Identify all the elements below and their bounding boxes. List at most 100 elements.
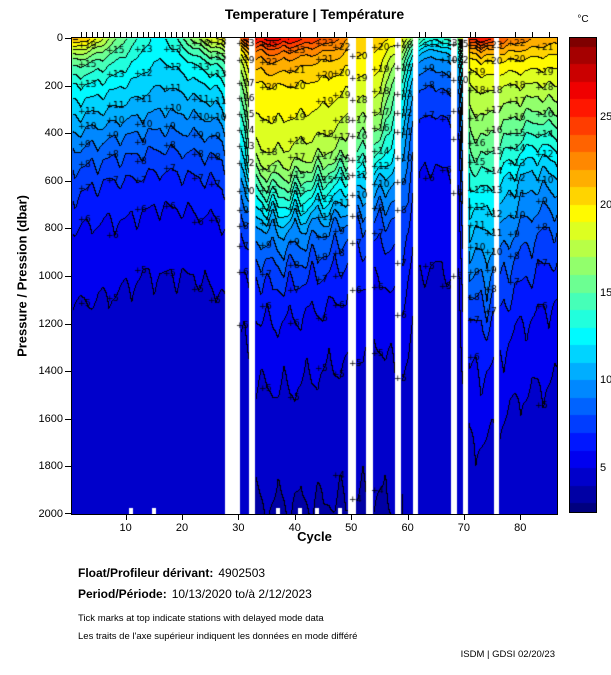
float-id-line: Float/Profileur dérivant: 4902503 — [78, 566, 265, 580]
float-id-value: 4902503 — [218, 566, 266, 580]
y-tick-label: 1000 — [38, 270, 63, 282]
y-axis-tick — [65, 466, 71, 468]
y-axis-tick — [65, 133, 71, 135]
delayed-mode-note-en: Tick marks at top indicate stations with… — [78, 613, 324, 624]
delayed-mode-tick — [131, 32, 133, 37]
delayed-mode-tick — [182, 32, 183, 37]
y-axis-tick — [65, 276, 71, 277]
y-tick-label: 1800 — [38, 460, 63, 473]
delayed-mode-tick — [103, 32, 104, 37]
delayed-mode-tick — [317, 32, 319, 37]
delayed-mode-tick — [193, 32, 195, 37]
y-axis-tick — [65, 38, 71, 39]
y-tick-label: 0 — [56, 32, 63, 44]
delayed-mode-tick — [548, 32, 550, 37]
delayed-mode-tick — [86, 32, 88, 37]
period-value: 10/13/2020 to/à 2/12/2023 — [171, 587, 312, 601]
delayed-mode-tick — [114, 32, 116, 37]
plot-area — [71, 37, 558, 515]
delayed-mode-tick — [198, 32, 200, 37]
colorbar-tick-label: 20 — [600, 198, 611, 211]
x-axis-tick — [238, 515, 240, 520]
period-line: Period/Période: 10/13/2020 to/à 2/12/2023 — [78, 587, 312, 601]
y-axis-label: Pressure / Pression (dbar) — [14, 195, 30, 357]
chart-title: Temperature | Température — [224, 6, 405, 22]
x-axis-tick — [294, 515, 296, 520]
delayed-mode-tick — [125, 32, 127, 37]
y-tick-label: 400 — [44, 127, 63, 140]
delayed-mode-tick — [260, 32, 262, 37]
period-label: Period/Période: — [78, 587, 167, 601]
delayed-mode-tick — [215, 32, 217, 37]
delayed-mode-tick — [108, 32, 110, 37]
delayed-mode-tick — [221, 32, 223, 37]
y-axis-tick — [65, 180, 71, 182]
delayed-mode-tick — [148, 32, 150, 37]
credit-text: ISDM | GDSI 02/20/23 — [460, 649, 555, 660]
y-tick-label: 1600 — [38, 412, 63, 425]
x-axis-tick — [520, 515, 522, 520]
x-axis-tick — [182, 515, 183, 520]
y-tick-label: 800 — [44, 222, 63, 235]
delayed-mode-tick — [91, 32, 93, 37]
delayed-mode-tick — [244, 32, 245, 37]
delayed-mode-tick — [165, 32, 167, 37]
delayed-mode-tick — [204, 32, 206, 37]
x-tick-label: 40 — [288, 522, 301, 534]
y-axis-tick — [65, 371, 71, 373]
y-axis-tick — [65, 418, 71, 420]
delayed-mode-tick — [176, 32, 178, 37]
delayed-mode-tick — [159, 32, 161, 37]
x-tick-label: 60 — [401, 522, 414, 534]
x-tick-label: 70 — [457, 522, 471, 534]
y-tick-label: 1200 — [38, 317, 63, 330]
float-id-label: Float/Profileur dérivant: — [78, 566, 214, 580]
delayed-mode-tick — [97, 32, 99, 37]
delayed-mode-tick — [210, 32, 212, 37]
y-tick-label: 600 — [44, 174, 63, 187]
delayed-mode-tick — [475, 32, 477, 37]
colorbar-tick-label: 5 — [600, 462, 607, 475]
colorbar-canvas — [570, 38, 596, 512]
delayed-mode-tick — [266, 32, 268, 37]
delayed-mode-tick — [424, 32, 426, 37]
x-tick-label: 20 — [175, 522, 189, 534]
delayed-mode-tick — [255, 32, 257, 37]
delayed-mode-tick — [119, 32, 121, 37]
delayed-mode-tick — [153, 32, 155, 37]
contour-plot-canvas — [72, 38, 557, 514]
delayed-mode-tick — [334, 32, 336, 37]
delayed-mode-tick — [441, 32, 443, 37]
x-tick-label: 30 — [232, 522, 245, 534]
x-tick-label: 10 — [119, 522, 132, 534]
colorbar-tick-label: 10 — [600, 374, 611, 387]
y-axis-tick — [65, 323, 71, 325]
x-axis-tick — [407, 515, 409, 520]
colorbar-unit-label: °C — [577, 14, 589, 25]
y-tick-label: 1400 — [38, 365, 63, 378]
y-axis-tick — [65, 85, 71, 87]
x-axis-label: Cycle — [297, 529, 332, 544]
x-tick-label: 80 — [514, 522, 527, 534]
delayed-mode-tick — [136, 32, 138, 37]
delayed-mode-tick — [418, 32, 420, 37]
delayed-mode-tick — [514, 32, 516, 37]
delayed-mode-tick — [187, 32, 189, 37]
x-axis-tick — [463, 515, 465, 520]
delayed-mode-tick — [345, 32, 347, 37]
delayed-mode-tick — [300, 32, 302, 37]
colorbar-tick-label: 15 — [600, 286, 611, 299]
y-axis-tick — [65, 513, 71, 514]
delayed-mode-tick — [531, 32, 533, 37]
y-tick-label: 2000 — [38, 508, 63, 520]
delayed-mode-tick — [142, 32, 144, 37]
colorbar — [569, 37, 597, 513]
colorbar-tick-label: 25 — [600, 111, 611, 123]
delayed-mode-tick — [170, 32, 172, 37]
y-axis-tick — [65, 228, 71, 230]
x-axis-tick — [351, 515, 353, 520]
delayed-mode-tick — [469, 32, 471, 37]
delayed-mode-tick — [80, 32, 82, 37]
x-tick-label: 50 — [345, 522, 358, 534]
